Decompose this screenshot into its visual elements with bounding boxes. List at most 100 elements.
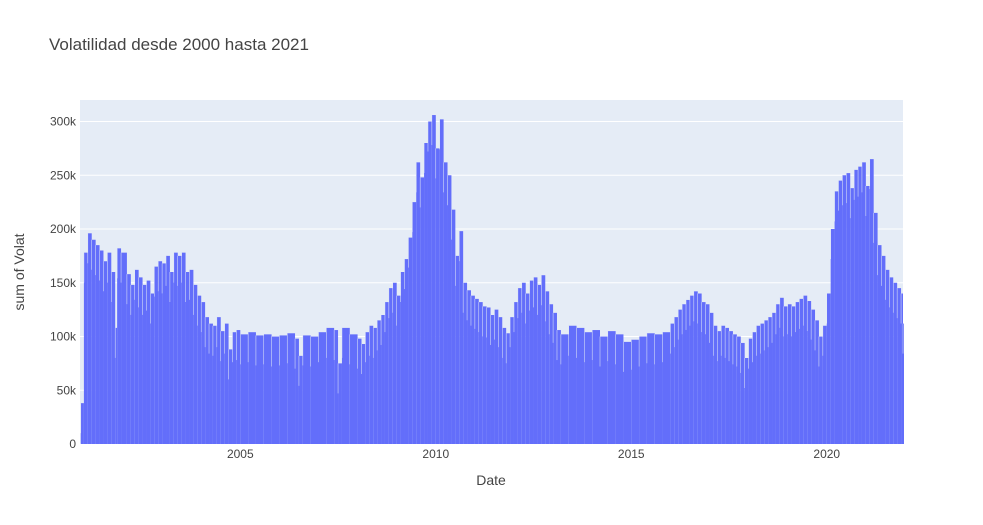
bar — [162, 263, 167, 444]
bar — [205, 317, 210, 444]
bar — [818, 336, 823, 444]
bar — [435, 148, 440, 445]
bar — [146, 280, 151, 444]
x-axis-title: Date — [476, 472, 506, 488]
bar — [126, 274, 131, 444]
bar-series — [80, 115, 904, 445]
bar — [209, 323, 213, 444]
bar — [400, 272, 405, 444]
bar — [545, 291, 550, 444]
bar — [903, 323, 904, 444]
bar — [897, 288, 902, 445]
bar — [334, 330, 339, 444]
bar — [396, 295, 401, 444]
bar — [365, 332, 370, 444]
bar — [212, 325, 217, 444]
bar — [807, 301, 812, 444]
bar — [826, 293, 831, 444]
bar — [193, 284, 198, 444]
bar — [775, 304, 780, 444]
bar — [521, 282, 526, 444]
bar — [693, 291, 698, 444]
bar — [150, 293, 155, 444]
bar — [470, 295, 475, 444]
bar — [255, 335, 264, 444]
bar — [494, 309, 499, 445]
bar — [80, 403, 84, 444]
bar — [842, 175, 847, 444]
bar — [631, 339, 640, 444]
y-tick-label: 300k — [50, 115, 77, 129]
bar — [138, 277, 143, 445]
bar — [689, 295, 694, 444]
bar — [701, 302, 706, 444]
bar — [95, 245, 100, 445]
bar — [678, 309, 683, 445]
bar — [216, 317, 221, 444]
bar — [541, 275, 546, 444]
bar — [427, 121, 432, 444]
bar — [549, 304, 554, 444]
bar — [388, 288, 393, 445]
bar — [416, 162, 421, 444]
bar — [764, 320, 769, 445]
bar — [169, 272, 174, 444]
bar — [697, 293, 702, 444]
bar — [228, 349, 233, 444]
bar — [811, 309, 816, 445]
bar — [248, 332, 256, 444]
bar — [537, 284, 542, 444]
bar — [310, 336, 319, 444]
bar — [357, 338, 362, 444]
bar — [130, 284, 135, 444]
bar — [729, 331, 733, 445]
y-tick-label: 200k — [50, 222, 77, 236]
bar — [361, 344, 366, 444]
bar — [732, 334, 737, 444]
bar — [772, 312, 776, 444]
bar — [686, 299, 690, 444]
bar — [459, 231, 464, 444]
bar — [83, 252, 88, 444]
bar — [384, 302, 389, 444]
bar — [783, 306, 788, 444]
bar — [791, 306, 796, 444]
bar — [822, 325, 827, 444]
bar — [189, 269, 194, 444]
bar — [287, 333, 296, 444]
bar — [889, 277, 894, 445]
bar — [224, 323, 229, 444]
x-tick-label: 2010 — [422, 447, 449, 461]
bar — [517, 288, 522, 445]
bar — [341, 327, 350, 444]
bar — [381, 315, 385, 444]
bar — [318, 332, 327, 444]
bar — [756, 325, 761, 444]
y-tick-label: 150k — [50, 276, 77, 290]
bar — [431, 115, 436, 445]
bar — [443, 162, 448, 444]
bar — [486, 307, 491, 444]
bar — [134, 269, 139, 444]
bar — [584, 332, 593, 444]
bar — [177, 255, 182, 445]
bar — [220, 331, 225, 445]
bar — [815, 320, 819, 445]
bar — [881, 255, 886, 445]
bar — [117, 248, 122, 444]
bar — [600, 336, 608, 444]
bar — [858, 166, 862, 444]
bar — [877, 245, 882, 445]
bar — [420, 177, 425, 444]
bar — [869, 159, 874, 445]
bar — [490, 315, 495, 444]
bar — [103, 261, 108, 444]
bar — [181, 252, 186, 444]
bar — [87, 233, 92, 444]
y-axis-title: sum of Volat — [11, 233, 27, 310]
bar — [142, 284, 147, 444]
bar — [502, 327, 507, 444]
bar — [533, 277, 538, 445]
bar — [455, 255, 460, 445]
bar — [166, 255, 170, 445]
